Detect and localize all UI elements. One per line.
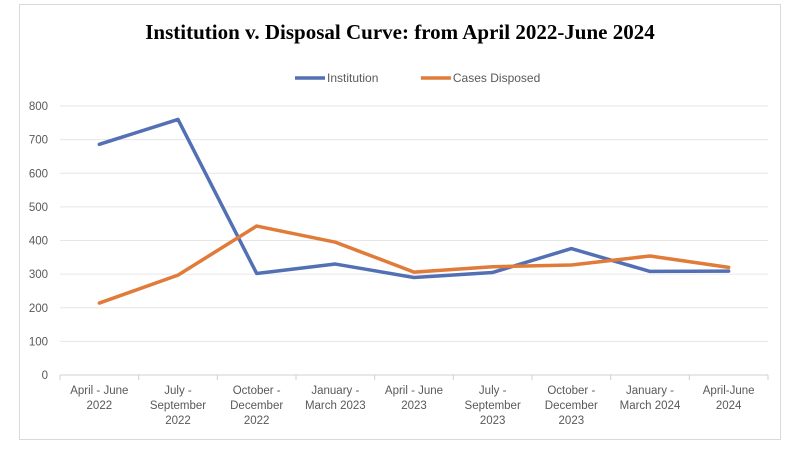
x-tick-label: April - June [385,385,443,397]
y-tick-label: 200 [29,303,48,315]
legend-label: Institution [327,71,378,85]
x-tick-label: 2023 [401,400,427,412]
x-tick-label: 2022 [244,415,270,427]
x-tick-label: January - [626,385,674,397]
series-line-cases-disposed [97,224,731,305]
y-tick-label: 0 [42,370,48,382]
x-tick-label: July - [479,385,507,397]
x-tick-label: July - [164,385,192,397]
x-tick-label: October - [233,385,281,397]
x-tick-label: 2023 [559,415,585,427]
chart-title: Institution v. Disposal Curve: from Apri… [145,20,655,44]
x-tick-label: 2022 [165,415,191,427]
x-tick-label: April-June [703,385,755,397]
x-tick-label: December [230,400,283,412]
x-tick-label: October - [547,385,595,397]
series-line-institution [97,117,731,280]
x-tick-label: April - June [70,385,128,397]
y-tick-label: 400 [29,236,48,248]
x-tick-label: March 2023 [305,400,366,412]
y-tick-label: 600 [29,168,48,180]
y-tick-label: 800 [29,101,48,113]
x-tick-label: September [465,400,521,412]
y-tick-label: 500 [29,202,48,214]
x-tick-label: 2024 [716,400,742,412]
x-tick-label: 2022 [87,400,113,412]
chart-frame [19,4,781,440]
x-tick-label: September [150,400,206,412]
x-tick-label: January - [311,385,359,397]
x-tick-label: 2023 [480,415,506,427]
x-tick-label: March 2024 [620,400,681,412]
y-tick-label: 300 [29,269,48,281]
legend-label: Cases Disposed [453,71,540,85]
x-tick-label: December [545,400,598,412]
y-tick-label: 700 [29,135,48,147]
y-tick-label: 100 [29,336,48,348]
